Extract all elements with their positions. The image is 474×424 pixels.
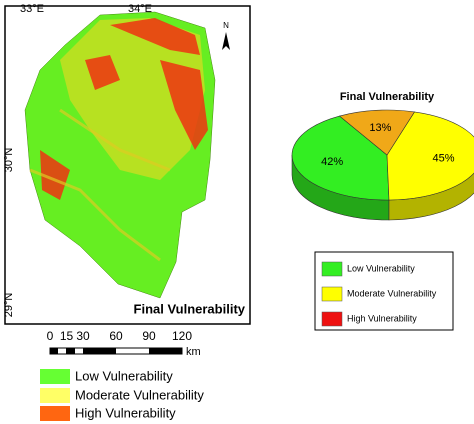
map-high-zone	[40, 18, 208, 200]
scale-segment	[83, 348, 116, 354]
north-arrow	[222, 32, 230, 50]
coord-label: 33°E	[20, 3, 44, 15]
map-title: Final Vulnerability	[134, 301, 246, 316]
scale-tick-label: 30	[76, 329, 90, 343]
legend-swatch	[40, 369, 70, 384]
scale-tick-label: 60	[109, 329, 123, 343]
legend-swatch	[40, 406, 70, 421]
pie-value-label: 42%	[321, 156, 343, 168]
coord-label: 34°E	[128, 3, 152, 15]
legend-swatch	[40, 388, 70, 403]
scale-tick-label: 0	[47, 329, 54, 343]
scale-tick-label: 15	[60, 329, 74, 343]
legend-swatch	[321, 311, 343, 327]
scale-tick-label: 120	[172, 329, 192, 343]
legend-swatch	[321, 261, 343, 277]
pie-value-label: 13%	[369, 122, 391, 134]
scale-unit: km	[186, 346, 201, 358]
chart-legend-items: Low Vulnerability Moderate Vulnerability H…	[321, 261, 437, 327]
map-texture	[29, 108, 171, 262]
legend-label: High Vulnerability	[347, 313, 417, 323]
legend-label: Moderate Vulnerability	[75, 387, 204, 402]
scale-tick-label: 90	[142, 329, 156, 343]
scale-bar	[49, 347, 183, 355]
pie: 42% 45% 13%	[291, 109, 474, 221]
pie-slice	[338, 109, 415, 156]
scale-segment	[66, 348, 75, 354]
pie-slice	[386, 111, 474, 201]
legend-label: Low Vulnerability	[347, 263, 415, 273]
scale-segment	[149, 348, 182, 354]
coord-label: 30°N	[3, 148, 15, 173]
legend-label: High Vulnerability	[75, 405, 176, 420]
pie-value-label: 45%	[432, 153, 454, 165]
legend-label: Low Vulnerability	[75, 368, 173, 383]
legend-label: Moderate Vulnerability	[347, 288, 437, 298]
chart-title: Final Vulnerability	[340, 91, 435, 103]
coord-label: 29°N	[3, 293, 15, 318]
legend-swatch	[321, 286, 343, 302]
north-label: N	[223, 21, 229, 30]
scale-segment	[50, 348, 58, 354]
